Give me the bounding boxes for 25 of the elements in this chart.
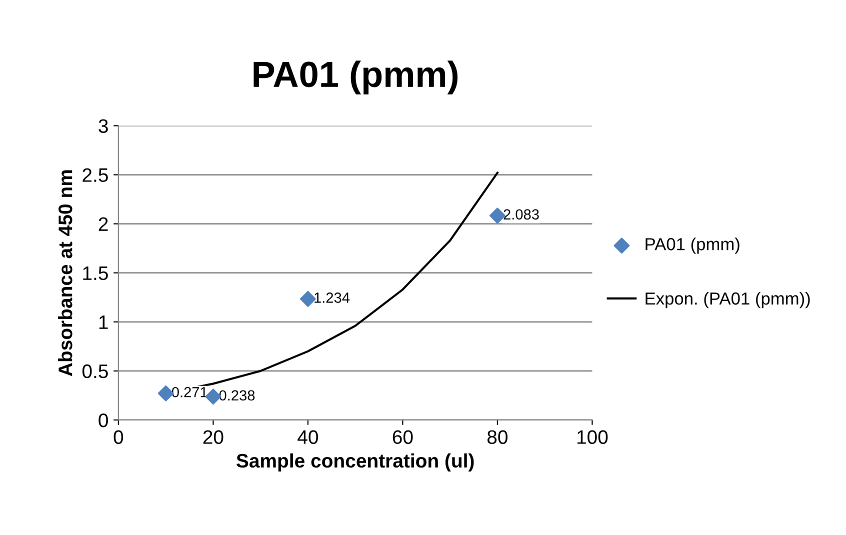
data-label: 0.271 bbox=[172, 386, 208, 398]
point bbox=[158, 385, 174, 402]
x-tick-label: 100 bbox=[577, 430, 608, 444]
data-label: 0.238 bbox=[219, 390, 255, 401]
x-tick-label: 40 bbox=[298, 430, 318, 444]
y-tick-label: 2 bbox=[98, 217, 108, 231]
x-tick-label: 80 bbox=[487, 430, 508, 444]
point bbox=[489, 208, 506, 224]
y-tick-label: 2.5 bbox=[82, 168, 108, 182]
legend-label: PA01 (pmm) bbox=[646, 238, 740, 254]
data-label: 1.234 bbox=[314, 292, 350, 303]
y-tick-label: 3 bbox=[98, 119, 108, 133]
y-tick-label: 1.5 bbox=[83, 266, 108, 280]
x-tick-label: 60 bbox=[392, 430, 413, 444]
y-tick-label: 0 bbox=[98, 413, 108, 428]
legend-label: Expon. (PA01 (pmm)) bbox=[646, 292, 810, 308]
x-tick-label: 0 bbox=[114, 430, 124, 444]
point bbox=[300, 290, 316, 307]
y-axis-title: Absorbance at 450 nm bbox=[58, 170, 72, 376]
y-tick-label: 0.5 bbox=[82, 364, 108, 378]
x-axis-title: Sample concentration (ul) bbox=[236, 453, 474, 472]
chart-title: PA01 (pmm) bbox=[254, 60, 458, 94]
y-tick-label: 1 bbox=[99, 316, 108, 329]
data-label: 2.083 bbox=[504, 209, 539, 220]
x-tick-label: 20 bbox=[203, 430, 224, 444]
